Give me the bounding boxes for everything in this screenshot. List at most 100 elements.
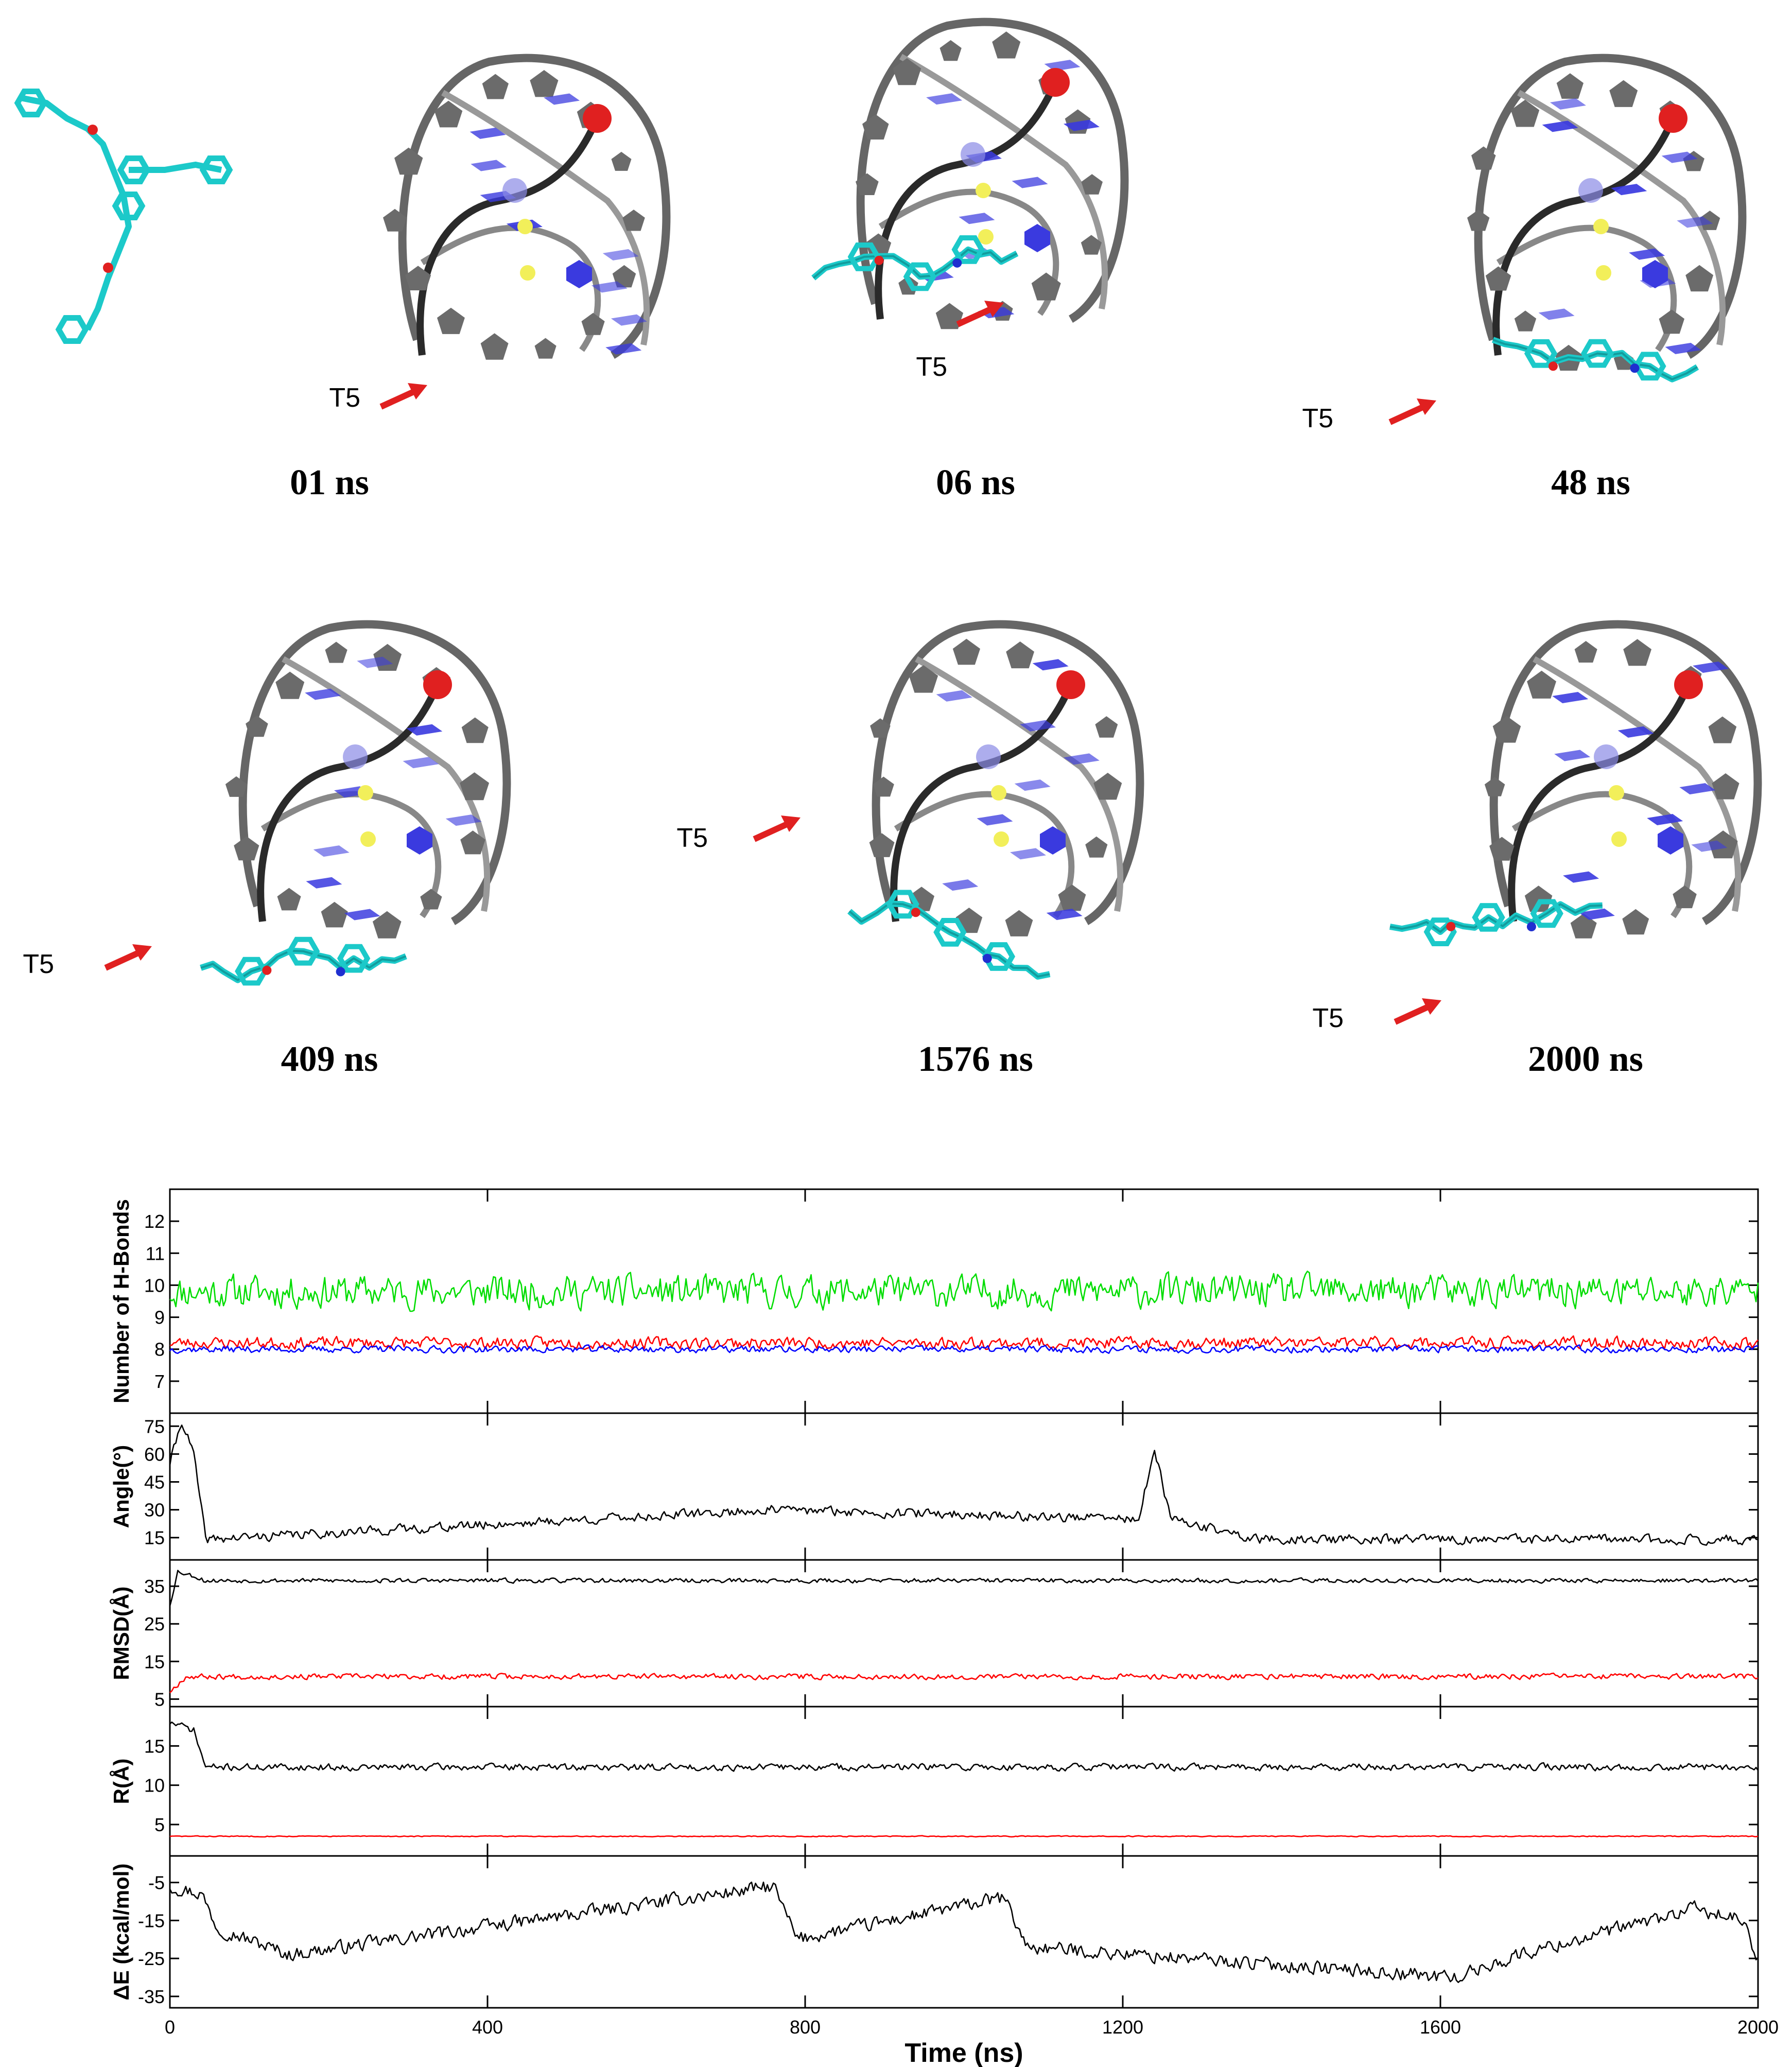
y-tick-label: -25 [138,1948,165,1969]
sugar-pentagon [1659,309,1684,334]
snapshot-time-label: 409 ns [281,1039,378,1079]
snapshot-panel: T5 01 ns [290,54,671,502]
sugar-pentagon [434,100,463,128]
series-line-black [169,1721,1759,1772]
base-plate [306,877,342,889]
ligand-ring [847,242,881,271]
sugar-pentagon [1489,837,1515,861]
sugar-pentagon [1685,265,1714,292]
ligand-ring [1524,339,1558,368]
sugar-pentagon [225,776,248,797]
base-hexagon [1658,826,1683,855]
base-plate [977,814,1013,826]
ligand-ring [1580,339,1614,368]
sugar-pentagon [460,772,490,801]
base-plate [357,656,393,668]
ion-sphere-yellow [978,229,994,245]
series-line-green [169,1271,1759,1312]
ion-sphere-yellow [520,265,535,281]
y-tick-label: 25 [144,1613,165,1635]
snapshot-panel: T5 1576 ns [676,620,1144,1079]
base-plate [605,343,642,355]
t5-arrow [104,948,143,971]
base-plate [1617,726,1654,738]
base-hexagon [1040,826,1066,855]
base-hexagon [566,260,592,288]
ligand-ring [1472,903,1505,932]
base-plate [1661,151,1698,163]
y-tick-label: 15 [144,1527,165,1549]
sugar-pentagon [437,307,465,334]
ion-sphere-yellow [1596,265,1611,281]
base-plate [1563,871,1599,883]
y-tick-label: 35 [144,1576,165,1597]
sugar-pentagon [1574,641,1597,663]
sugar-pentagon [862,114,889,140]
sugar-pentagon [1623,639,1651,666]
t5-arrow [753,820,792,842]
base-plate [936,690,972,702]
series-line-black [169,1425,1759,1546]
snapshot-panel: T5 409 ns [23,620,511,1079]
y-tick-label: 9 [154,1307,165,1328]
y-tick-label: 10 [144,1775,165,1796]
y-tick-label: 60 [144,1444,165,1465]
ion-sphere-yellow [1611,831,1627,847]
sugar-pentagon [405,266,431,290]
sugar-pentagon [480,333,509,360]
t5-label: T5 [1312,1003,1344,1033]
sugar-pentagon [869,833,895,857]
base-plate [591,281,628,293]
base-plate [1014,779,1051,791]
snapshot-time-label: 06 ns [936,463,1015,502]
x-axis-title: Time (ns) [904,2038,1023,2067]
dna-backbone [1489,620,1762,925]
oxygen-atom [911,908,920,917]
ion-sphere-yellow [1609,785,1624,801]
oxygen-atom [874,255,884,265]
nitrogen-atom [982,953,992,963]
chart-panel: 5 15 25 35 RMSD(Å) [109,1559,1759,1710]
sugar-pentagon [461,717,489,743]
sugar-pentagon [611,151,632,171]
series-line-blue [169,1344,1759,1354]
sugar-pentagon [530,70,559,97]
sugar-pentagon [234,836,259,861]
ion-sphere-blue [976,744,1001,769]
sugar-pentagon [1524,885,1553,912]
y-tick-label: 75 [144,1416,165,1437]
base-plate [344,909,380,920]
t5-label: T5 [23,949,54,979]
nitrogen-atom [1526,922,1536,932]
sugar-pentagon [1673,885,1697,909]
nitrogen-atom [1630,363,1640,373]
t5-label: T5 [329,383,360,413]
sugar-pentagon [1081,235,1102,255]
base-plate [471,160,507,171]
t5-label: T5 [916,352,947,382]
y-tick-label: 5 [154,1689,165,1710]
t5-arrowhead [408,383,427,399]
sugar-pentagon [893,58,921,85]
y-tick-label: 15 [144,1651,165,1672]
y-axis-title: Number of H-Bonds [109,1199,133,1403]
terminal-marker [423,670,452,699]
sugar-pentagon [1492,716,1521,743]
sugar-pentagon [246,715,268,737]
panel-frame [169,1706,1759,1857]
base-plate [1554,750,1591,761]
base-plate [469,127,506,139]
base-plate [611,314,647,326]
base-plate [1679,783,1716,795]
nitrogen-atom [336,967,345,977]
base-plate [1578,908,1615,920]
ligand-ring [1530,899,1563,928]
sugar-pentagon [534,338,556,359]
y-tick-label: 12 [144,1211,165,1232]
base-hexagon [1024,224,1050,252]
snapshot-panel: T5 06 ns [811,18,1129,502]
sugar-pentagon [873,776,894,797]
base-plate [1063,119,1100,131]
x-tick-label: 2000 [1737,2017,1779,2038]
